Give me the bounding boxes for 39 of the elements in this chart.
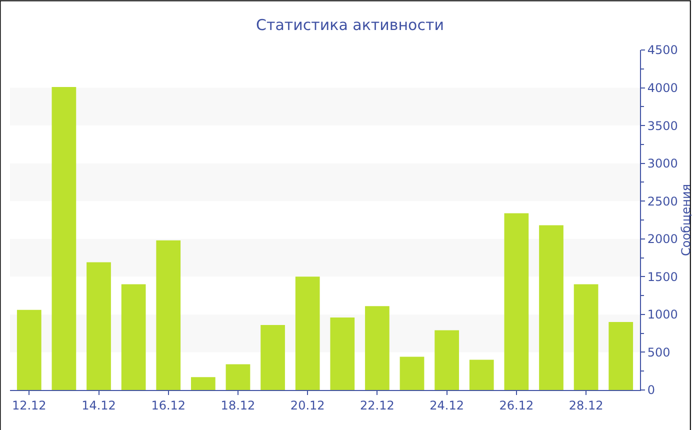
y-tick-label: 4500 — [647, 43, 678, 58]
x-tick-label: 12.12 — [12, 398, 46, 412]
bar — [330, 317, 355, 390]
chart-title: Статистика активности — [256, 16, 444, 34]
x-tick-label: 26.12 — [499, 398, 534, 412]
bar — [121, 284, 146, 390]
y-tick-label: 1000 — [647, 308, 678, 322]
x-tick-label: 16.12 — [151, 398, 186, 412]
bar — [365, 306, 390, 390]
bar — [469, 360, 494, 390]
bar — [86, 262, 111, 390]
x-tick-label: 24.12 — [430, 398, 464, 412]
y-tick-label: 4000 — [647, 80, 678, 95]
bar — [16, 310, 42, 390]
bar — [574, 284, 598, 390]
y-tick-label: 3000 — [647, 156, 678, 171]
y-tick-label: 2500 — [647, 194, 678, 208]
bar — [434, 330, 460, 390]
bar — [295, 276, 320, 390]
bar — [504, 213, 529, 390]
y-axis-title: Сообщения — [678, 184, 693, 256]
bar — [156, 240, 181, 390]
bar — [52, 87, 76, 390]
x-tick-label: 20.12 — [290, 398, 325, 412]
bar — [190, 377, 216, 390]
x-tick-label: 14.12 — [82, 398, 116, 412]
x-tick-label: 28.12 — [568, 398, 604, 412]
bar — [608, 322, 634, 390]
bar — [400, 356, 424, 390]
x-tick-label: 18.12 — [220, 398, 256, 412]
y-tick-label: 500 — [647, 345, 670, 360]
y-tick-label: 2000 — [647, 232, 678, 246]
bar — [260, 325, 285, 390]
bar — [226, 364, 250, 390]
x-tick-label: 22.12 — [360, 398, 394, 412]
y-tick-label: 0 — [647, 383, 656, 398]
bar — [539, 225, 564, 390]
y-tick-label: 3500 — [647, 118, 678, 133]
y-tick-label: 1500 — [647, 270, 678, 284]
